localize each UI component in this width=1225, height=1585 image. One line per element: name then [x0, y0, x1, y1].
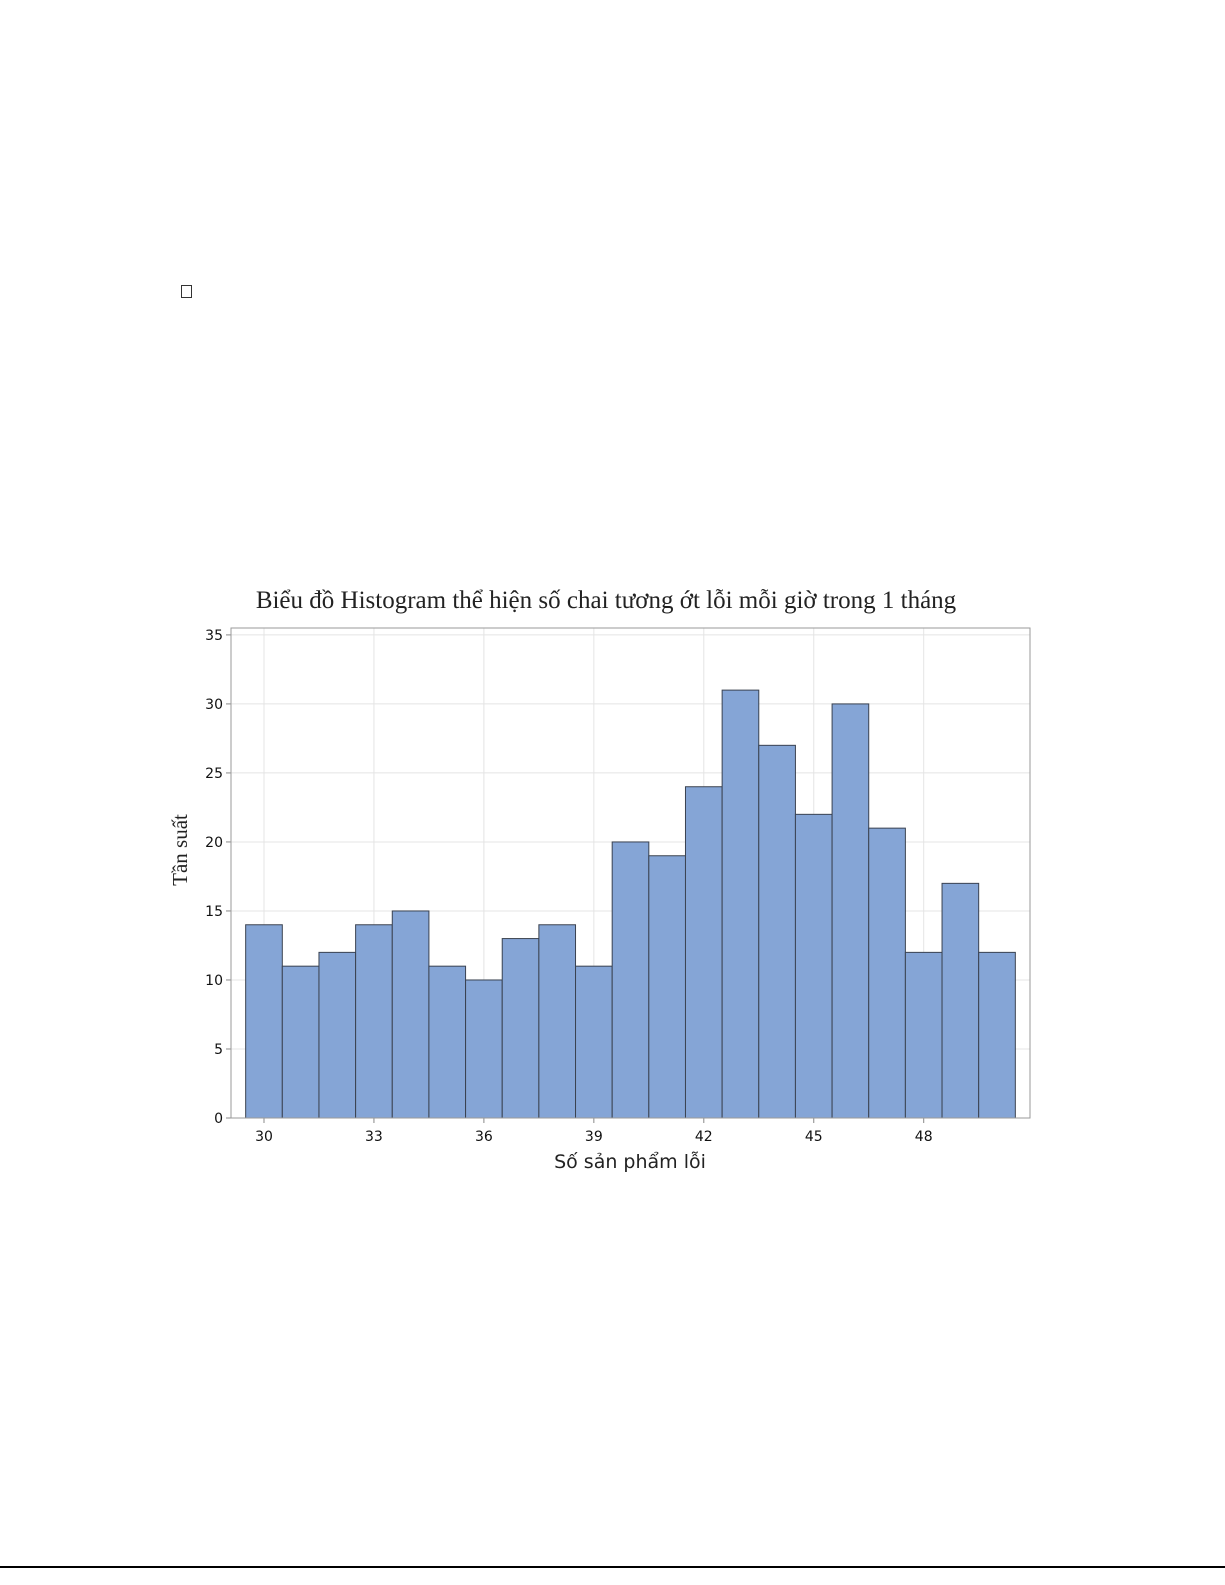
histogram-bar	[355, 924, 393, 1119]
x-tick-label: 39	[585, 1129, 603, 1145]
y-tick-label: 35	[205, 628, 223, 644]
histogram-bar	[941, 882, 980, 1119]
axes: 0 5 10 15 20 25 30 35 30 33 36 39 42 45 48	[205, 627, 1031, 1145]
histogram-bar	[428, 965, 467, 1119]
y-axis-label: Tần suất	[168, 814, 192, 886]
histogram-bar	[245, 924, 283, 1119]
histogram-bar	[501, 938, 540, 1119]
histogram-bar	[721, 689, 760, 1119]
histogram-bar	[978, 951, 1016, 1119]
x-tick-label: 36	[475, 1129, 493, 1145]
x-tick-label: 30	[255, 1129, 273, 1145]
y-tick-label: 15	[205, 904, 223, 920]
x-axis-label: Số sản phẩm lỗi	[554, 1150, 706, 1173]
y-tick-label: 5	[214, 1042, 223, 1058]
histogram-bar	[648, 855, 686, 1119]
plot-frame	[230, 627, 1031, 1119]
chart-svg: 0 5 10 15 20 25 30 35 30 33 36 39 42 45 48 Biểu đồ His…	[168, 587, 1031, 1173]
histogram-bar	[318, 951, 357, 1119]
x-tick-label: 45	[805, 1129, 823, 1145]
y-tick-label: 30	[205, 697, 223, 713]
histogram-chart: 0 5 10 15 20 25 30 35 30 33 36 39 42 45 48 Biểu đồ His…	[144, 577, 1064, 1182]
checkbox-glyph-icon	[181, 285, 192, 298]
chart-title: Biểu đồ Histogram thể hiện số chai tương…	[256, 587, 957, 614]
histogram-bar	[684, 786, 723, 1119]
histogram-bar	[611, 841, 650, 1119]
x-tick-label: 42	[695, 1129, 713, 1145]
histogram-bar	[465, 979, 503, 1119]
histogram-bar	[575, 965, 613, 1119]
histogram-bar	[538, 924, 577, 1119]
y-tick-label: 10	[205, 973, 223, 989]
histogram-bar	[758, 744, 796, 1119]
histogram-bar	[831, 703, 870, 1119]
histogram-bars	[245, 689, 1016, 1119]
y-tick-label: 0	[214, 1111, 223, 1127]
y-tick-label: 25	[205, 766, 223, 782]
histogram-bar	[904, 951, 943, 1119]
page-bottom-rule	[0, 1566, 1225, 1568]
histogram-bar	[868, 827, 906, 1119]
histogram-bar	[391, 910, 430, 1119]
x-tick-label: 48	[915, 1129, 933, 1145]
y-tick-label: 20	[205, 835, 223, 851]
histogram-bar	[794, 813, 833, 1119]
histogram-bar	[281, 965, 320, 1119]
x-tick-label: 33	[365, 1129, 383, 1145]
